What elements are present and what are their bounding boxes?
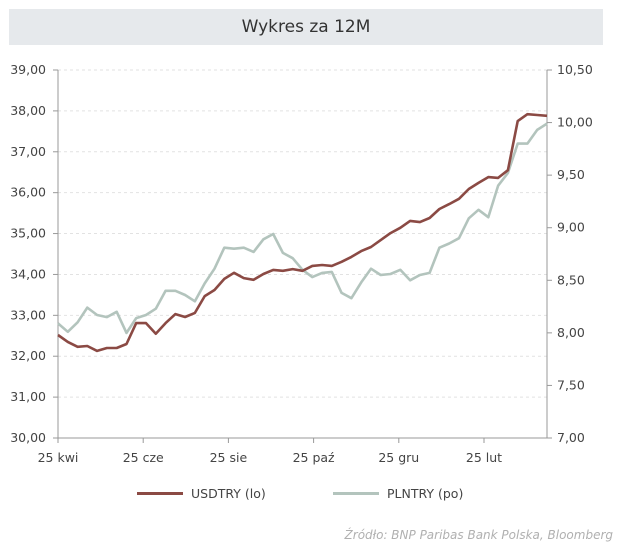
y-left-tick-label: 37,00	[10, 144, 46, 159]
y-left-tick-label: 38,00	[10, 103, 46, 118]
legend-item-plntry: PLNTRY (po)	[333, 486, 463, 501]
y-right-tick-label: 7,00	[557, 430, 585, 445]
series-line-usdtry	[57, 112, 548, 353]
legend-item-usdtry: USDTRY (lo)	[137, 486, 266, 501]
legend-label-usdtry: USDTRY (lo)	[191, 486, 266, 501]
x-tick-label: 25 lut	[466, 450, 502, 465]
y-right-tick-label: 7,50	[557, 377, 585, 392]
y-right-tick-label: 9,00	[557, 220, 585, 235]
chart-title: Wykres za 12M	[9, 9, 603, 45]
legend-swatch-plntry	[333, 492, 379, 495]
y-left-tick-label: 31,00	[10, 389, 46, 404]
source-note: Źródło: BNP Paribas Bank Polska, Bloombe…	[344, 528, 613, 542]
y-right-tick-label: 9,50	[557, 167, 585, 182]
legend-swatch-usdtry	[137, 492, 183, 495]
legend-label-plntry: PLNTRY (po)	[387, 486, 464, 501]
y-right-tick-label: 8,50	[557, 272, 585, 287]
x-tick-label: 25 gru	[378, 450, 419, 465]
y-left-tick-label: 39,00	[10, 62, 46, 77]
y-right-tick-label: 10,00	[557, 115, 593, 130]
y-left-tick-label: 35,00	[10, 226, 46, 241]
y-right-tick-label: 10,50	[557, 62, 593, 77]
x-tick-label: 25 paź	[293, 450, 335, 465]
y-right-tick-label: 8,00	[557, 325, 585, 340]
x-tick-label: 25 kwi	[38, 450, 79, 465]
y-left-tick-label: 33,00	[10, 307, 46, 322]
y-left-tick-label: 30,00	[10, 430, 46, 445]
y-left-tick-label: 34,00	[10, 266, 46, 281]
y-left-tick-label: 32,00	[10, 348, 46, 363]
y-left-tick-label: 36,00	[10, 185, 46, 200]
legend: USDTRY (lo) PLNTRY (po)	[0, 486, 637, 506]
series-line-plntry	[57, 122, 548, 335]
x-tick-label: 25 cze	[123, 450, 164, 465]
x-tick-label: 25 sie	[210, 450, 248, 465]
